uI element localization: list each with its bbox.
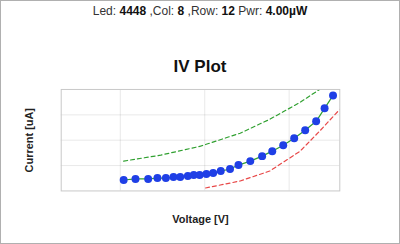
svg-text:Current [uA]: Current [uA] [23, 108, 35, 173]
html-text:IV Plot: IV Plot [173, 57, 227, 76]
svg-text:Voltage [V]: Voltage [V] [172, 213, 229, 225]
html-text:Led: 4448 ,Col: 8 ,Row: 12 Pwr: Led: 4448 ,Col: 8 ,Row: 12 Pwr: 4.00µW [92, 4, 308, 18]
